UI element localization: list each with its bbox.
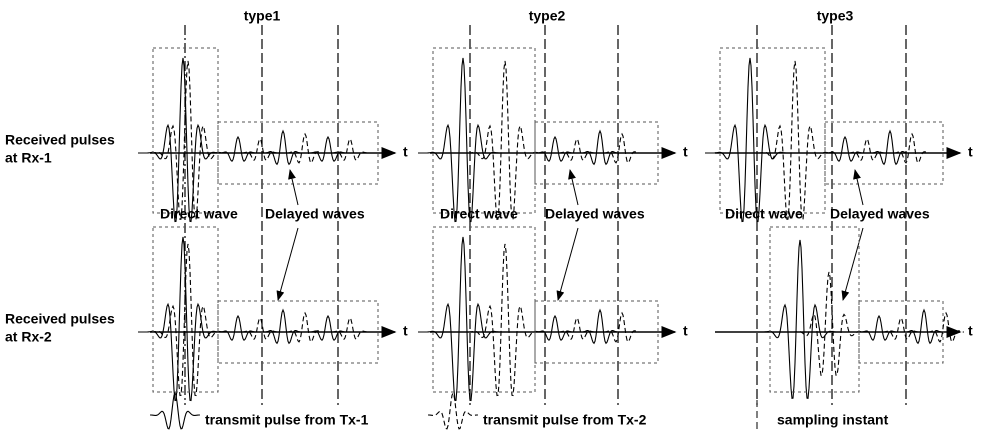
direct-box <box>719 47 826 214</box>
delayed-box <box>534 121 659 185</box>
arrow <box>841 227 864 301</box>
axis-label: t <box>968 323 973 339</box>
delayed-pulse-tx2 <box>559 316 595 340</box>
delayed-pulse-tx1 <box>220 135 256 163</box>
delayed-pulse-tx1 <box>310 135 346 163</box>
delayed-pulse-tx1 <box>310 314 346 342</box>
direct-pulse-tx1 <box>418 236 508 402</box>
direct-wave-label: Direct wave <box>725 206 803 222</box>
direct-pulse-tx2 <box>460 60 550 221</box>
legend-pulse-tx2 <box>428 391 478 430</box>
row-label: Received pulses <box>5 311 115 327</box>
delayed-pulse-tx2 <box>287 311 323 343</box>
column-title: type3 <box>817 8 854 24</box>
direct-wave-label: Direct wave <box>440 206 518 222</box>
delayed-pulse-tx1 <box>905 308 943 345</box>
row-label: at Rx-1 <box>5 150 52 166</box>
legend-pulse-tx1 <box>150 391 200 430</box>
delayed-box <box>534 300 659 364</box>
delayed-pulse-tx1 <box>220 314 256 342</box>
delayed-pulse-tx2 <box>928 311 964 343</box>
arrow <box>556 227 579 301</box>
axis-label: t <box>403 323 408 339</box>
delayed-pulse-tx2 <box>883 316 919 340</box>
arrow <box>288 169 299 206</box>
delayed-box <box>858 300 944 364</box>
delayed-box <box>217 300 379 364</box>
direct-box <box>432 47 536 214</box>
delayed-pulse-tx2 <box>559 137 595 161</box>
direct-box <box>152 226 219 393</box>
delayed-pulse-tx1 <box>581 308 619 345</box>
direct-pulse-tx1 <box>138 236 228 402</box>
legend-label: transmit pulse from Tx-2 <box>483 412 647 428</box>
delayed-pulse-tx1 <box>871 129 909 166</box>
delayed-waves-label: Delayed waves <box>545 206 645 222</box>
row-label: Received pulses <box>5 132 115 148</box>
row-label: at Rx-2 <box>5 329 52 345</box>
direct-pulse-tx1 <box>418 57 508 223</box>
column-title: type1 <box>244 8 281 24</box>
arrow <box>568 169 579 206</box>
axis-label: t <box>683 144 688 160</box>
delayed-pulse-tx1 <box>264 308 302 345</box>
delayed-box <box>217 121 379 185</box>
delayed-pulse-tx1 <box>861 314 897 342</box>
delayed-pulse-tx2 <box>849 137 885 161</box>
delayed-pulse-tx1 <box>537 314 573 342</box>
delayed-pulse-tx2 <box>287 132 323 164</box>
direct-box <box>432 226 536 393</box>
direct-box <box>152 47 219 214</box>
delayed-pulse-tx2 <box>242 316 278 340</box>
arrow <box>276 227 299 301</box>
arrow <box>853 169 864 206</box>
direct-wave-label: Direct wave <box>160 206 238 222</box>
delayed-pulse-tx2 <box>604 132 640 164</box>
delayed-waves-label: Delayed waves <box>830 206 930 222</box>
column-title: type2 <box>529 8 566 24</box>
delayed-pulse-tx1 <box>581 129 619 166</box>
delayed-pulse-tx1 <box>537 135 573 163</box>
axis-label: t <box>968 144 973 160</box>
legend-label: transmit pulse from Tx-1 <box>205 412 369 428</box>
direct-pulse-tx1 <box>138 57 228 223</box>
delayed-waves-label: Delayed waves <box>265 206 365 222</box>
delayed-pulse-tx1 <box>264 129 302 166</box>
direct-pulse-tx1 <box>705 57 795 223</box>
delayed-pulse-tx2 <box>604 311 640 343</box>
direct-pulse-tx2 <box>750 60 840 221</box>
delayed-pulse-tx2 <box>242 137 278 161</box>
delayed-pulse-tx2 <box>894 132 930 164</box>
direct-box <box>769 226 860 393</box>
legend-label: sampling instant <box>777 412 889 428</box>
delayed-pulse-tx1 <box>827 135 863 163</box>
axis-label: t <box>403 144 408 160</box>
axis-label: t <box>683 323 688 339</box>
